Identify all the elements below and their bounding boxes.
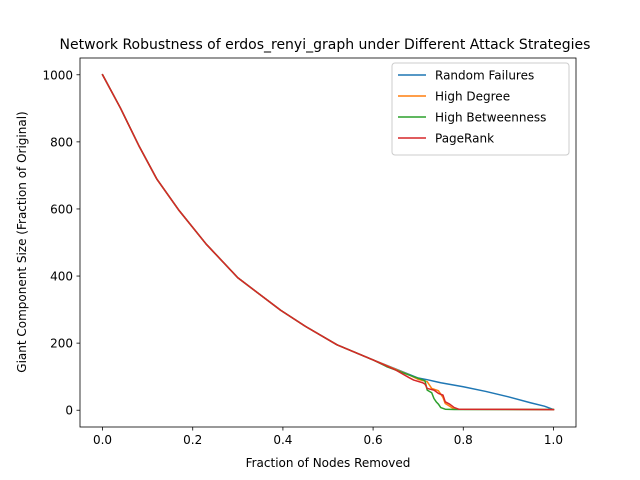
plot-frame xyxy=(79,57,577,428)
plot-lines xyxy=(101,73,555,411)
x-tick-label: 0.6 xyxy=(364,433,383,447)
legend: Random Failures High Degree High Betweenne… xyxy=(391,62,570,156)
y-axis-ticks: 0 200 400 600 800 1000 xyxy=(42,68,80,418)
x-axis-label: Fraction of Nodes Removed xyxy=(246,456,411,470)
x-tick-label: 0.4 xyxy=(273,433,292,447)
y-tick-label: 1000 xyxy=(42,68,73,82)
legend-label-random-failures: Random Failures xyxy=(435,69,534,83)
series-line-pagerank xyxy=(101,73,555,411)
y-axis-label: Giant Component Size (Fraction of Origin… xyxy=(15,111,29,372)
x-tick-label: 0.0 xyxy=(93,433,112,447)
x-axis-ticks: 0.0 0.2 0.4 0.6 0.8 1.0 xyxy=(93,427,563,447)
x-tick-label: 0.8 xyxy=(454,433,473,447)
y-tick-label: 400 xyxy=(50,270,73,284)
legend-label-pagerank: PageRank xyxy=(435,132,494,146)
y-tick-label: 800 xyxy=(50,135,73,149)
y-tick-label: 200 xyxy=(50,337,73,351)
axes-frame xyxy=(79,57,577,428)
y-tick-label: 0 xyxy=(65,404,73,418)
y-tick-label: 600 xyxy=(50,202,73,216)
chart-title: Network Robustness of erdos_renyi_graph … xyxy=(60,37,591,53)
legend-label-high-degree: High Degree xyxy=(435,90,510,104)
x-tick-label: 1.0 xyxy=(544,433,563,447)
x-tick-label: 0.2 xyxy=(183,433,202,447)
legend-label-high-betweenness: High Betweenness xyxy=(435,111,546,125)
legend-box xyxy=(391,62,570,156)
